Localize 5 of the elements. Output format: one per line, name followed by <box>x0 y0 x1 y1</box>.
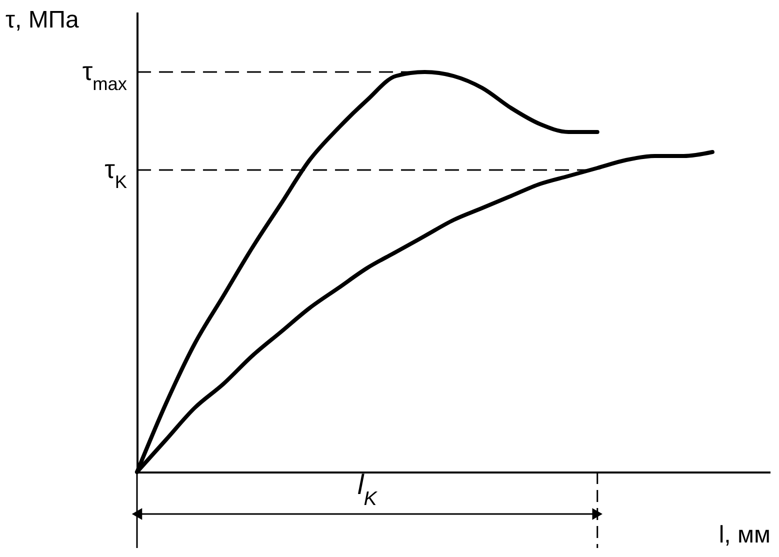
y-axis-title: τ, МПа <box>6 6 80 34</box>
ref-line-label: τ$_{max}$ <box>82 56 127 94</box>
x-axis-title: l, мм <box>718 522 770 548</box>
ref-line-label: τ$_{K}$ <box>104 154 127 192</box>
annotation: l$_{K}$ <box>358 469 378 510</box>
